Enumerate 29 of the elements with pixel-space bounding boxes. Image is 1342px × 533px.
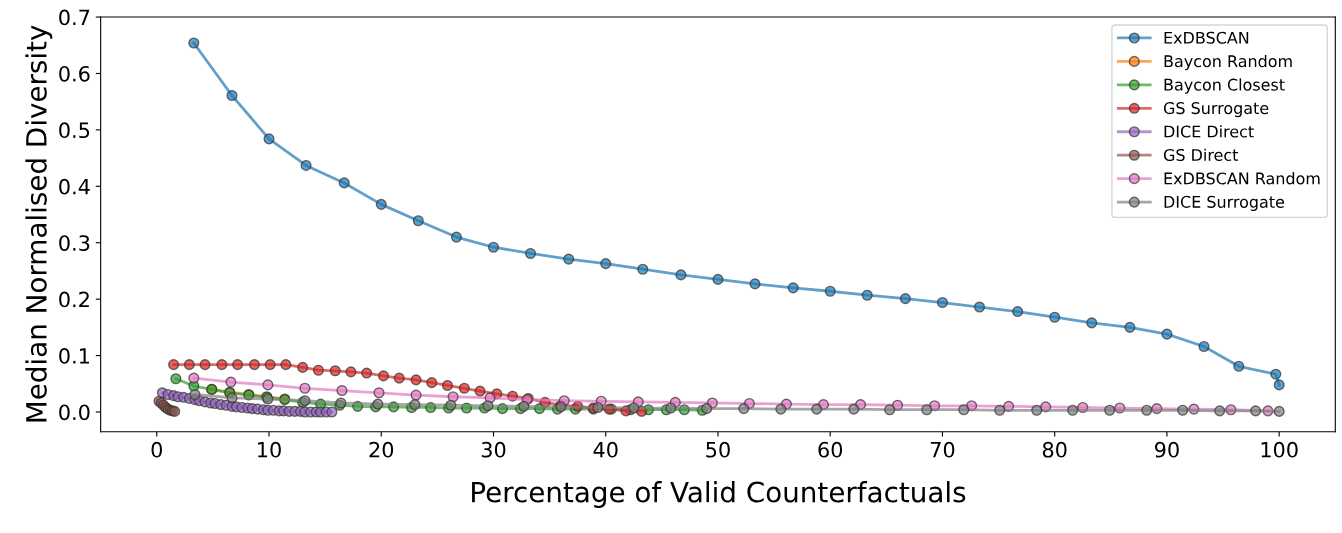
x-tick-label: 10 — [258, 441, 281, 458]
legend-label: GS Direct — [1163, 148, 1239, 162]
x-tick-label: 60 — [818, 441, 843, 458]
y-axis-title: Median Normalised Diversity — [25, 25, 53, 422]
x-tick-label: 0 — [151, 441, 163, 458]
y-tick-label: 0.2 — [59, 291, 89, 308]
y-tick-label: 0.1 — [59, 348, 89, 364]
x-tick-label: 90 — [1154, 441, 1179, 458]
x-tick-label: 100 — [1261, 441, 1298, 458]
x-axis-title: Percentage of Valid Counterfactuals — [472, 481, 966, 508]
legend-label: DICE Direct — [1164, 125, 1254, 138]
legend-label: ExDBSCAN — [1164, 31, 1249, 44]
legend-label: GS Surrogate — [1163, 102, 1269, 118]
x-tick-label: 40 — [593, 441, 618, 458]
y-tick-label: 0.6 — [59, 65, 90, 82]
y-tick-label: 0.7 — [59, 9, 90, 26]
legend-label: Baycon Random — [1164, 54, 1292, 71]
legend-label: DICE Surrogate — [1164, 195, 1285, 211]
x-tick-label: 70 — [930, 441, 955, 458]
y-tick-label: 0.3 — [59, 235, 90, 251]
y-tick-label: 0.4 — [59, 178, 90, 195]
x-tick-label: 30 — [481, 441, 506, 458]
y-tick-label: 0.0 — [59, 404, 90, 421]
legend-label: Baycon Closest — [1164, 78, 1285, 94]
x-tick-label: 80 — [1042, 441, 1067, 458]
legend-label: ExDBSCAN Random — [1164, 172, 1320, 185]
x-tick-label: 50 — [706, 441, 730, 458]
x-tick-label: 20 — [369, 441, 394, 458]
y-tick-label: 0.5 — [59, 122, 90, 139]
